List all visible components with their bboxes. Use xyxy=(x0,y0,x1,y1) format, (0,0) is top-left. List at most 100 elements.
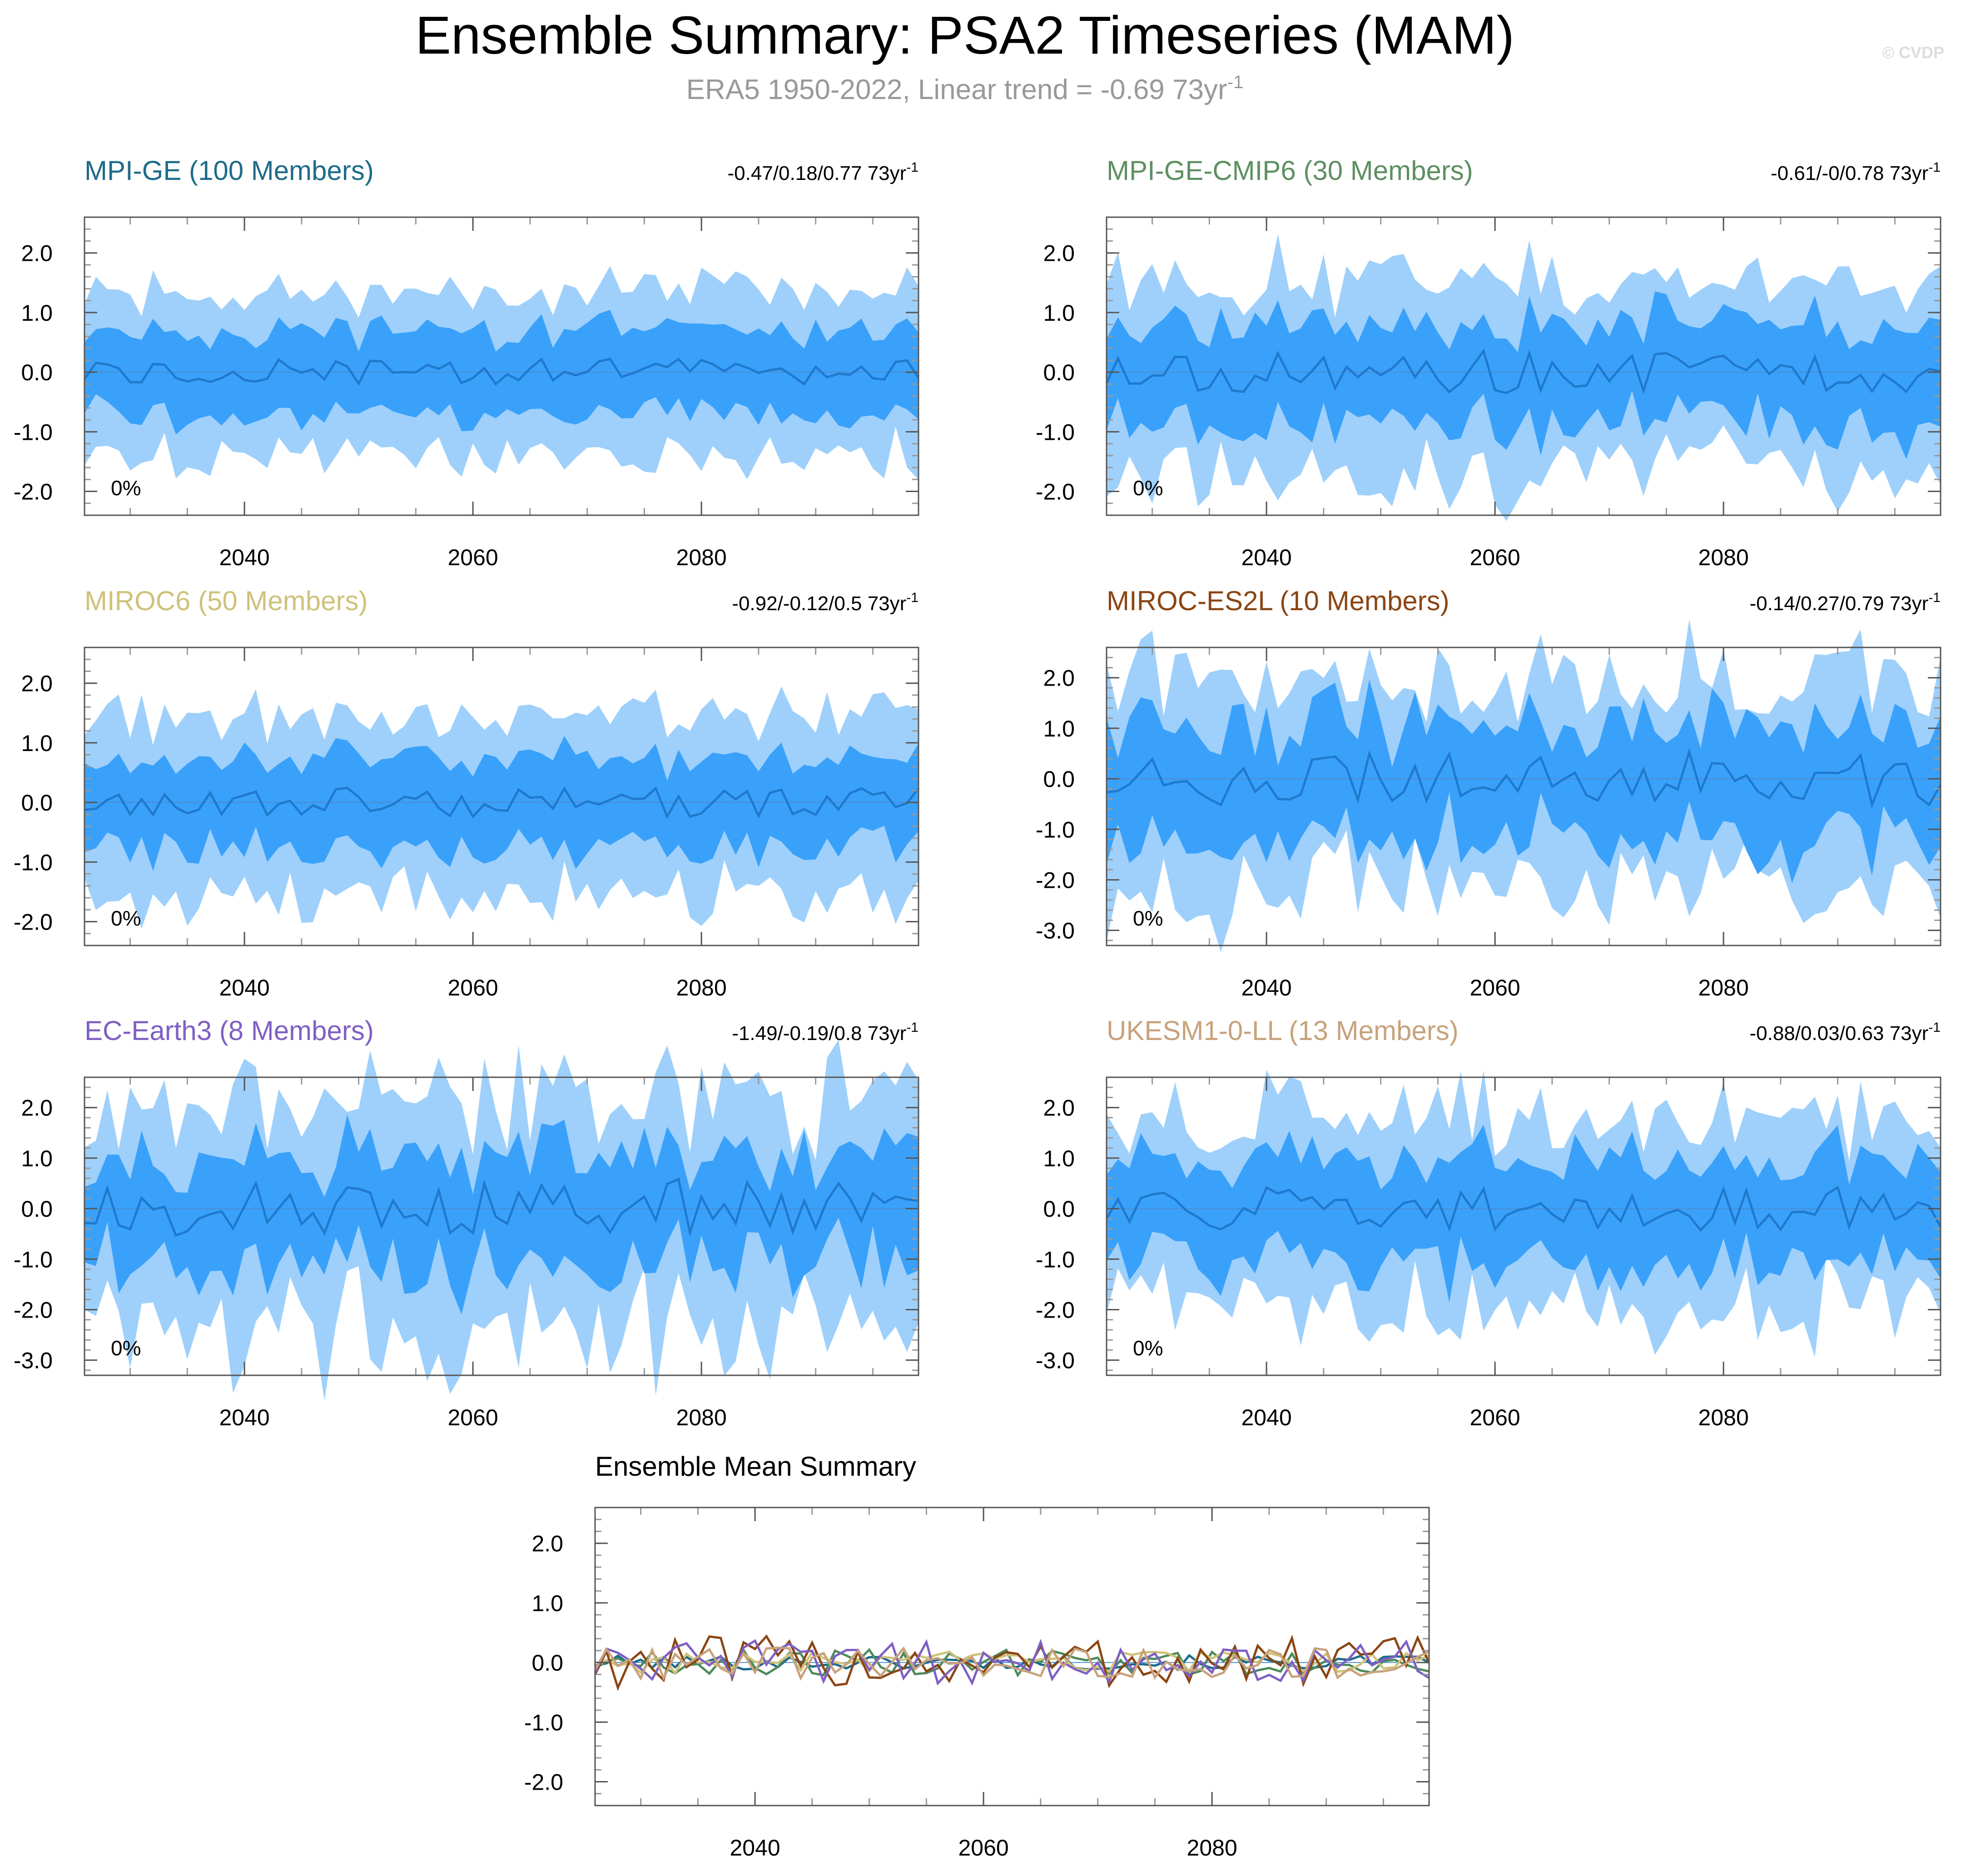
figure-subtitle-text: ERA5 1950-2022, Linear trend = -0.69 73y… xyxy=(686,74,1227,105)
trend-label-text: -0.92/-0.12/0.5 73yr xyxy=(732,592,906,615)
x-tick-label: 2060 xyxy=(1470,975,1520,1000)
panel-title: UKESM1-0-LL (13 Members) xyxy=(1107,1015,1459,1046)
trend-label-text: -0.88/0.03/0.63 73yr xyxy=(1749,1022,1928,1045)
percent-label: 0% xyxy=(111,906,141,930)
x-tick-label: 2040 xyxy=(1241,975,1291,1000)
y-tick-label: 2.0 xyxy=(1043,666,1075,691)
panel-title: Ensemble Mean Summary xyxy=(595,1451,916,1482)
y-tick-label: 1.0 xyxy=(1043,716,1075,741)
x-tick-label: 2040 xyxy=(219,975,269,1000)
y-tick-label: 2.0 xyxy=(1043,1095,1075,1121)
y-tick-label: -1.0 xyxy=(14,419,53,445)
y-tick-label: 2.0 xyxy=(21,241,53,266)
percent-label: 0% xyxy=(1133,476,1163,500)
trend-label: -0.14/0.27/0.79 73yr-1 xyxy=(1749,590,1941,615)
y-tick-label: -2.0 xyxy=(14,910,53,935)
y-tick-label: 2.0 xyxy=(531,1531,563,1557)
y-tick-label: -2.0 xyxy=(524,1770,563,1795)
trend-label-text: -0.47/0.18/0.77 73yr xyxy=(727,162,906,184)
panel-ukesm1-0-ll: UKESM1-0-LL (13 Members) -0.88/0.03/0.63 … xyxy=(1036,1015,1942,1430)
x-tick-label: 2080 xyxy=(1187,1835,1237,1861)
x-tick-label: 2060 xyxy=(448,975,498,1000)
y-tick-label: 0.0 xyxy=(531,1650,563,1676)
y-tick-label: -1.0 xyxy=(1036,1247,1075,1272)
inner-band xyxy=(1107,1125,1941,1303)
y-tick-label: 2.0 xyxy=(1043,241,1075,266)
trend-label-exponent: -1 xyxy=(1928,1020,1941,1035)
panel-ensemble-mean: Ensemble Mean Summary 2.0 1.0 0.0 -1.0 -2.0 20… xyxy=(524,1451,1430,1861)
trend-label-text: -1.49/-0.19/0.8 73yr xyxy=(732,1022,906,1045)
panel-miroc6: MIROC6 (50 Members) -0.92/-0.12/0.5 73yr-… xyxy=(14,586,919,1000)
y-tick-label: 0.0 xyxy=(1043,766,1075,792)
trend-label-exponent: -1 xyxy=(906,160,918,175)
y-tick-label: -1.0 xyxy=(524,1710,563,1735)
figure-subtitle: ERA5 1950-2022, Linear trend = -0.69 73y… xyxy=(686,72,1243,105)
x-tick-label: 2040 xyxy=(219,1405,269,1430)
y-tick-label: -1.0 xyxy=(1036,419,1075,445)
x-tick-label: 2080 xyxy=(1698,545,1749,570)
trend-label: -0.47/0.18/0.77 73yr-1 xyxy=(727,160,918,184)
x-tick-label: 2040 xyxy=(1241,545,1291,570)
y-tick-label: 1.0 xyxy=(21,731,53,756)
y-tick-label: 1.0 xyxy=(1043,300,1075,326)
y-tick-label: 1.0 xyxy=(21,300,53,326)
panel-title: MPI-GE (100 Members) xyxy=(84,155,374,186)
watermark: © CVDP xyxy=(1882,43,1944,62)
x-tick-label: 2060 xyxy=(448,1405,498,1430)
y-tick-label: -2.0 xyxy=(1036,1297,1075,1323)
y-tick-label: 1.0 xyxy=(531,1591,563,1616)
plot-frame xyxy=(1106,647,1941,946)
x-tick-label: 2080 xyxy=(1698,975,1749,1000)
plot-frame xyxy=(1106,216,1941,516)
panels: MPI-GE (100 Members) -0.47/0.18/0.77 73yr… xyxy=(14,155,1942,1861)
y-tick-label: -2.0 xyxy=(1036,867,1075,893)
panel-mpi-ge: MPI-GE (100 Members) -0.47/0.18/0.77 73yr… xyxy=(14,155,920,570)
trend-label-exponent: -1 xyxy=(1928,590,1941,605)
y-tick-label: -2.0 xyxy=(14,479,53,505)
ensemble-mean-line xyxy=(1105,348,1941,395)
panel-title: MPI-GE-CMIP6 (30 Members) xyxy=(1107,155,1473,186)
panel-ec-earth3: EC-Earth3 (8 Members) -1.49/-0.19/0.8 73y… xyxy=(14,1015,919,1430)
y-tick-label: -2.0 xyxy=(1036,479,1075,505)
x-tick-label: 2080 xyxy=(676,545,727,570)
x-tick-label: 2060 xyxy=(1470,1405,1520,1430)
ensemble-mean-line xyxy=(83,357,920,386)
y-tick-label: 2.0 xyxy=(21,1095,53,1121)
y-tick-label: 0.0 xyxy=(21,360,53,385)
ensemble-mean-line xyxy=(1105,1185,1942,1232)
y-tick-label: 0.0 xyxy=(21,790,53,816)
x-tick-label: 2060 xyxy=(1470,545,1520,570)
y-tick-label: 0.0 xyxy=(21,1196,53,1222)
y-tick-label: -1.0 xyxy=(14,1247,53,1272)
trend-label-text: -0.61/-0/0.78 73yr xyxy=(1771,162,1928,184)
x-tick-label: 2080 xyxy=(676,1405,727,1430)
x-tick-label: 2080 xyxy=(1698,1405,1749,1430)
x-tick-label: 2040 xyxy=(730,1835,780,1861)
panel-mpi-ge-cmip6: MPI-GE-CMIP6 (30 Members) -0.61/-0/0.78 7… xyxy=(1036,155,1941,570)
ensemble-mean-line xyxy=(84,1177,919,1237)
y-tick-label: -2.0 xyxy=(14,1297,53,1323)
panel-title: MIROC-ES2L (10 Members) xyxy=(1107,586,1450,616)
y-tick-label: -3.0 xyxy=(1036,918,1075,944)
y-tick-label: -1.0 xyxy=(1036,817,1075,842)
y-tick-label: 0.0 xyxy=(1043,360,1075,385)
plot-frame xyxy=(84,216,919,516)
x-tick-label: 2040 xyxy=(1241,1405,1291,1430)
x-tick-label: 2040 xyxy=(219,545,269,570)
inner-band xyxy=(1107,291,1941,459)
x-tick-label: 2060 xyxy=(958,1835,1009,1861)
ensemble-mean-line xyxy=(84,786,919,820)
ensemble-mean-line xyxy=(1106,747,1942,809)
y-tick-label: -3.0 xyxy=(1036,1348,1075,1373)
panel-miroc-es2l: MIROC-ES2L (10 Members) -0.14/0.27/0.79 7… xyxy=(1036,586,1942,1000)
percent-label: 0% xyxy=(1133,1336,1163,1360)
trend-label: -0.92/-0.12/0.5 73yr-1 xyxy=(732,590,918,615)
panel-title: EC-Earth3 (8 Members) xyxy=(84,1015,374,1046)
y-tick-label: 1.0 xyxy=(21,1146,53,1171)
trend-label-text: -0.14/0.27/0.79 73yr xyxy=(1749,592,1928,615)
plot-frame xyxy=(84,1076,919,1376)
y-tick-label: 0.0 xyxy=(1043,1196,1075,1222)
figure-title: Ensemble Summary: PSA2 Timeseries (MAM) xyxy=(415,5,1514,65)
plot-frame xyxy=(1106,1076,1941,1376)
